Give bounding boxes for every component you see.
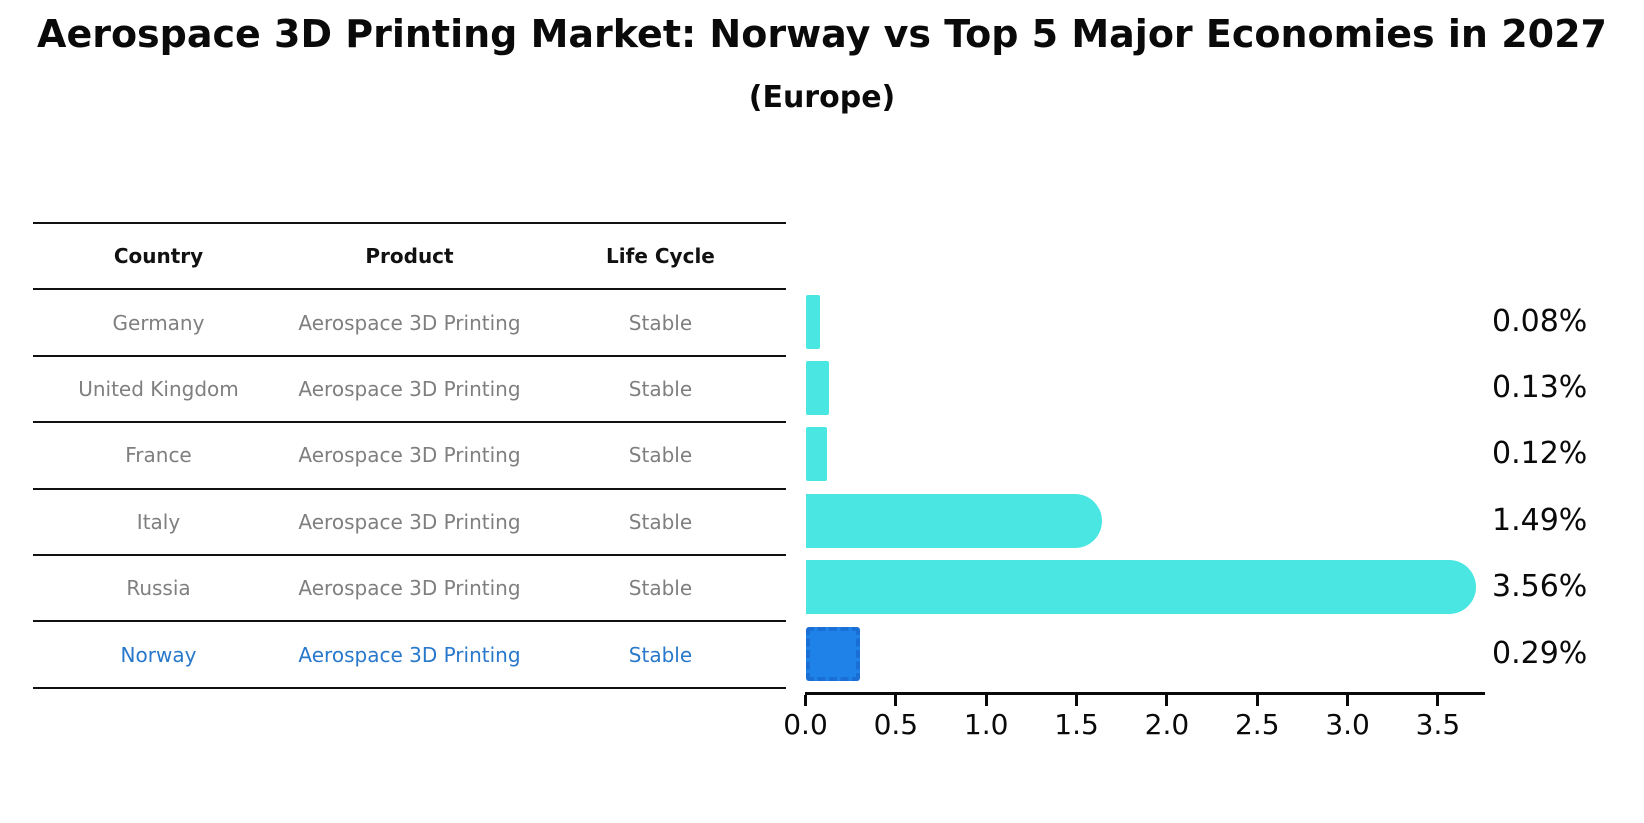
table-row-france: France Aerospace 3D Printing Stable xyxy=(33,421,786,487)
value-label-russia: 3.56% xyxy=(1492,569,1588,605)
x-tick-label-1.0: 1.0 xyxy=(963,708,1009,741)
x-tick-mark-0.0 xyxy=(804,695,807,706)
x-tick-mark-0.5 xyxy=(894,695,898,706)
cell-country: Germany xyxy=(112,310,205,335)
x-tick-mark-1.5 xyxy=(1075,695,1079,706)
cell-life-cycle: Stable xyxy=(628,509,693,534)
cell-product: Aerospace 3D Printing xyxy=(298,509,521,534)
x-tick-mark-3.0 xyxy=(1346,695,1350,706)
cell-product: Aerospace 3D Printing xyxy=(298,576,521,601)
x-tick-mark-2.5 xyxy=(1255,695,1259,706)
x-tick-label-2.5: 2.5 xyxy=(1234,708,1280,741)
table-row-italy: Italy Aerospace 3D Printing Stable xyxy=(33,487,786,554)
cell-life-cycle: Stable xyxy=(628,443,693,468)
column-header-product: Product xyxy=(365,244,454,269)
x-tick-label-0.5: 0.5 xyxy=(873,708,919,741)
bar-germany xyxy=(805,294,820,349)
x-tick-mark-2.0 xyxy=(1165,695,1169,706)
page-subtitle: (Europe) xyxy=(748,80,896,115)
cell-country: Russia xyxy=(126,576,191,601)
table-row-norway: Norway Aerospace 3D Printing Stable xyxy=(33,620,786,689)
column-header-country: Country xyxy=(113,244,204,269)
value-label-united-kingdom: 0.13% xyxy=(1492,370,1588,405)
bar-france xyxy=(805,427,828,482)
x-tick-mark-1.0 xyxy=(984,695,988,706)
table-header-row: Country Product Life Cycle xyxy=(33,222,786,288)
cell-country: United Kingdom xyxy=(78,376,239,401)
cell-country: Italy xyxy=(136,509,181,534)
cell-life-cycle: Stable xyxy=(628,376,693,401)
x-tick-label-3.0: 3.0 xyxy=(1325,708,1370,741)
x-tick-label-1.5: 1.5 xyxy=(1054,708,1099,741)
page-title: Aerospace 3D Printing Market: Norway vs … xyxy=(37,12,1607,56)
value-label-norway: 0.29% xyxy=(1492,635,1588,671)
table-row-germany: Germany Aerospace 3D Printing Stable xyxy=(33,288,786,354)
bar-italy xyxy=(805,493,1102,548)
cell-product: Aerospace 3D Printing xyxy=(298,443,521,468)
x-tick-label-3.5: 3.5 xyxy=(1415,708,1461,741)
table-row-russia: Russia Aerospace 3D Printing Stable xyxy=(33,553,786,620)
bar-united-kingdom xyxy=(805,361,829,415)
bar-russia xyxy=(805,560,1476,615)
bar-norway xyxy=(805,626,860,681)
value-label-germany: 0.08% xyxy=(1492,303,1588,339)
country-table: Country Product Life Cycle Germany Aerospace… xyxy=(33,222,786,689)
x-tick-label-2.0: 2.0 xyxy=(1144,708,1190,741)
cell-life-cycle: Stable xyxy=(628,310,693,335)
cell-life-cycle: Stable xyxy=(628,642,693,667)
table-row-united-kingdom: United Kingdom Aerospace 3D Printing Stabl… xyxy=(33,354,786,421)
x-tick-mark-3.5 xyxy=(1436,695,1440,706)
cell-product: Aerospace 3D Printing xyxy=(298,310,521,335)
cell-country: France xyxy=(125,443,192,468)
cell-country: Norway xyxy=(120,642,197,667)
value-label-france: 0.12% xyxy=(1492,436,1588,472)
x-axis-line xyxy=(805,692,1485,695)
cell-product: Aerospace 3D Printing xyxy=(298,376,521,401)
column-header-life-cycle: Life Cycle xyxy=(606,244,715,269)
value-label-italy: 1.49% xyxy=(1492,502,1588,538)
cell-life-cycle: Stable xyxy=(628,576,693,601)
x-tick-label-0.0: 0.0 xyxy=(783,708,828,741)
cell-product: Aerospace 3D Printing xyxy=(298,642,521,667)
